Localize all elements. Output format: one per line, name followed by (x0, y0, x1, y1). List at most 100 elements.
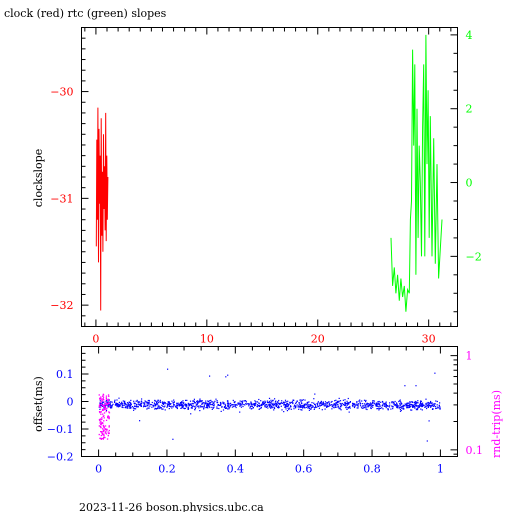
offset-point (287, 405, 289, 407)
offset-point (428, 420, 430, 422)
rndtrip-point (107, 398, 110, 401)
rndtrip-point (100, 438, 102, 440)
offset-point (156, 407, 158, 410)
y-tick-label: −0.2 (47, 451, 74, 464)
rtc-line (390, 34, 443, 312)
offset-point (377, 401, 379, 403)
offset-point (205, 403, 207, 405)
rndtrip-point (99, 404, 101, 406)
offset-point (431, 402, 433, 404)
offset-point (291, 401, 293, 403)
offset-point (234, 405, 236, 407)
offset-point (301, 406, 303, 408)
offset-point (404, 403, 406, 405)
offset-point (366, 402, 368, 404)
rndtrip-point (107, 417, 109, 419)
offset-point (356, 402, 358, 404)
offset-point (368, 405, 370, 407)
offset-point (323, 405, 325, 407)
offset-point (410, 409, 412, 411)
offset-point (346, 408, 348, 410)
offset-point (142, 402, 144, 404)
offset-point (344, 399, 346, 401)
rndtrip-point (99, 420, 101, 422)
offset-point (302, 406, 305, 408)
offset-point (275, 405, 277, 408)
offset-point (256, 406, 258, 408)
offset-point (116, 399, 118, 401)
offset-point (416, 409, 419, 411)
offset-point (201, 403, 203, 405)
offset-point (301, 404, 303, 406)
clock-line (95, 107, 109, 311)
offset-point (275, 402, 277, 404)
offset-point (245, 403, 247, 405)
offset-point (248, 403, 250, 405)
offset-point (399, 399, 401, 401)
offset-point (109, 405, 111, 407)
rndtrip-point (102, 430, 104, 432)
offset-point (333, 404, 335, 406)
offset-point (123, 404, 125, 406)
offset-point (172, 406, 174, 408)
offset-point (112, 403, 114, 405)
offset-point (225, 407, 227, 409)
x-tick-label: 0 (92, 333, 99, 346)
offset-point (190, 403, 192, 405)
offset-point (396, 404, 398, 406)
offset-point (227, 400, 229, 402)
offset-point (207, 400, 209, 403)
offset-point (278, 403, 280, 405)
offset-point (234, 404, 236, 406)
offset-point (248, 404, 250, 406)
offset-point (173, 399, 175, 401)
rndtrip-point (99, 401, 102, 404)
offset-point (409, 403, 411, 405)
offset-point (192, 403, 194, 405)
offset-point (345, 407, 347, 409)
offset-point (370, 403, 372, 405)
offset-point (280, 402, 282, 404)
offset-point (435, 406, 437, 408)
x-tick-label: 10 (200, 333, 214, 346)
offset-point (126, 405, 128, 407)
offset-point (143, 402, 146, 404)
offset-point (335, 399, 337, 401)
offset-point (200, 405, 202, 407)
rndtrip-point (101, 399, 103, 402)
offset-point (176, 403, 178, 405)
offset-point (217, 401, 219, 404)
offset-point (420, 400, 422, 402)
offset-point (139, 420, 141, 422)
offset-point (356, 404, 358, 406)
offset-point (128, 404, 130, 406)
offset-point (118, 401, 120, 403)
offset-point (138, 403, 140, 405)
offset-point (207, 403, 209, 405)
offset-point (227, 374, 229, 376)
offset-point (126, 407, 129, 409)
offset-point (428, 402, 430, 404)
rndtrip-point (103, 417, 105, 419)
offset-point (264, 400, 266, 402)
offset-point (294, 405, 296, 407)
offset-point (268, 404, 270, 406)
offset-point (414, 403, 416, 406)
offset-point (118, 406, 120, 408)
offset-point (365, 401, 367, 403)
offset-point (186, 404, 188, 406)
offset-point (272, 400, 274, 402)
rndtrip-point (107, 403, 109, 405)
offset-point (432, 404, 434, 406)
offset-point (419, 404, 421, 406)
rndtrip-point (100, 403, 103, 406)
rndtrip-point (102, 394, 105, 396)
offset-point (136, 404, 138, 406)
offset-point (120, 403, 122, 405)
rndtrip-point (101, 422, 103, 425)
rndtrip-point (102, 405, 105, 408)
offset-point (287, 400, 289, 402)
offset-point (224, 403, 226, 405)
offset-point (163, 406, 165, 408)
